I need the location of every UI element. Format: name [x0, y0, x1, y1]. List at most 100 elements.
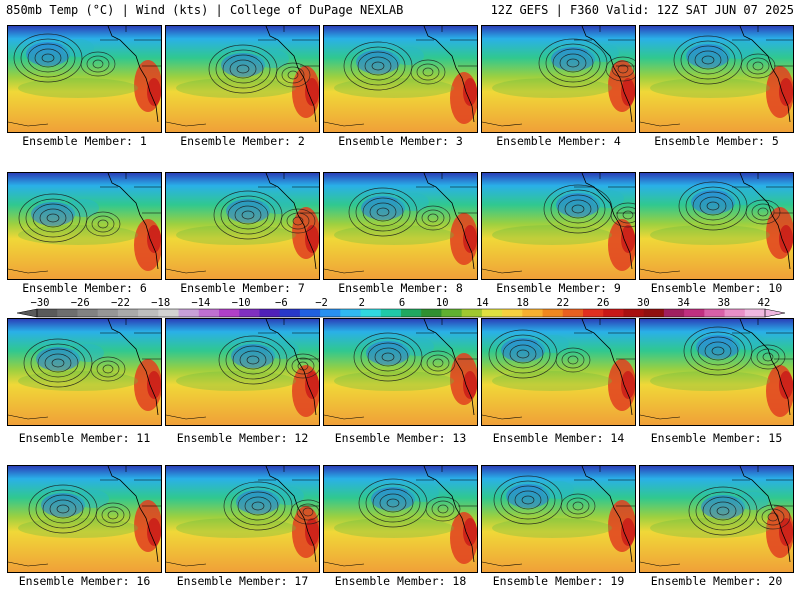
colorbar-swatch	[279, 309, 301, 317]
ensemble-member-label: Ensemble Member: 14	[492, 431, 625, 445]
ensemble-member-label: Ensemble Member: 9	[496, 281, 621, 295]
ensemble-member-label: Ensemble Member: 3	[338, 134, 463, 148]
colorbar-swatch	[401, 309, 422, 317]
colorbar-swatch	[239, 309, 260, 317]
colorbar-tick-label: 18	[516, 297, 529, 309]
ensemble-map-5	[639, 25, 794, 133]
colorbar-swatch	[299, 309, 321, 317]
ensemble-map-6	[7, 172, 162, 280]
ensemble-member-label: Ensemble Member: 13	[334, 431, 467, 445]
temperature-colorbar	[16, 308, 786, 318]
colorbar-tick-label: −30	[30, 297, 50, 309]
colorbar-swatch	[684, 309, 705, 317]
colorbar-swatch	[744, 309, 766, 317]
ensemble-map-13	[323, 318, 478, 426]
colorbar-swatch	[421, 309, 442, 317]
colorbar-swatch	[340, 309, 361, 317]
colorbar-tick-label: −26	[70, 297, 90, 309]
ensemble-map-4	[481, 25, 636, 133]
colorbar-tick-label: −14	[191, 297, 211, 309]
colorbar-swatch	[219, 309, 240, 317]
ensemble-map-2	[165, 25, 320, 133]
ensemble-map-8	[323, 172, 478, 280]
colorbar-tick-label: 22	[556, 297, 570, 309]
colorbar-swatch	[704, 309, 725, 317]
ensemble-map-15	[639, 318, 794, 426]
colorbar-swatch	[158, 309, 179, 317]
colorbar-swatch	[502, 309, 523, 317]
ensemble-member-label: Ensemble Member: 17	[176, 574, 309, 588]
ensemble-map-1	[7, 25, 162, 133]
colorbar-swatch	[259, 309, 281, 317]
colorbar-tick-label: −22	[110, 297, 130, 309]
colorbar-tick-label: 10	[435, 297, 449, 309]
colorbar-tick-label: 38	[717, 297, 731, 309]
colorbar-swatch	[178, 309, 200, 317]
ensemble-member-label: Ensemble Member: 15	[650, 431, 783, 445]
colorbar-swatch	[138, 309, 159, 317]
header-left-title: 850mb Temp (°C) | Wind (kts) | College o…	[6, 3, 404, 17]
colorbar-swatch	[663, 309, 685, 317]
ensemble-member-label: Ensemble Member: 16	[18, 574, 151, 588]
colorbar-swatch	[57, 309, 78, 317]
ensemble-map-18	[323, 465, 478, 573]
colorbar-tick-label: 26	[596, 297, 610, 309]
ensemble-map-12	[165, 318, 320, 426]
colorbar-swatch	[77, 309, 99, 317]
colorbar-swatch	[320, 309, 341, 317]
ensemble-map-20	[639, 465, 794, 573]
ensemble-member-label: Ensemble Member: 4	[496, 134, 621, 148]
colorbar-swatch	[643, 309, 665, 317]
ensemble-member-label: Ensemble Member: 1	[22, 134, 147, 148]
colorbar-left-arrow	[16, 308, 38, 318]
ensemble-map-7	[165, 172, 320, 280]
ensemble-map-3	[323, 25, 478, 133]
ensemble-member-label: Ensemble Member: 8	[338, 281, 463, 295]
header-right-title: 12Z GEFS | F360 Valid: 12Z SAT JUN 07 20…	[490, 3, 794, 17]
colorbar-tick-label: −18	[151, 297, 171, 309]
colorbar-swatch	[198, 309, 220, 317]
ensemble-member-label: Ensemble Member: 7	[180, 281, 305, 295]
colorbar-tick-label: 30	[637, 297, 650, 309]
colorbar-tick-label: −10	[231, 297, 251, 309]
ensemble-member-label: Ensemble Member: 6	[22, 281, 147, 295]
colorbar-tick-label: 2	[358, 297, 365, 309]
colorbar-swatch	[623, 309, 645, 317]
ensemble-member-label: Ensemble Member: 2	[180, 134, 305, 148]
ensemble-map-11	[7, 318, 162, 426]
colorbar-swatch	[583, 309, 604, 317]
colorbar-tick-label: 14	[476, 297, 489, 309]
colorbar-right-arrow	[764, 308, 786, 318]
colorbar-swatch	[603, 309, 624, 317]
colorbar-swatch	[522, 309, 543, 317]
ensemble-member-label: Ensemble Member: 20	[650, 574, 783, 588]
colorbar-swatch	[360, 309, 382, 317]
ensemble-member-label: Ensemble Member: 18	[334, 574, 467, 588]
colorbar-swatch	[481, 309, 503, 317]
colorbar-swatch	[461, 309, 483, 317]
ensemble-map-10	[639, 172, 794, 280]
ensemble-map-19	[481, 465, 636, 573]
colorbar-swatch	[37, 309, 58, 317]
colorbar-tick-label: 34	[677, 297, 690, 309]
ensemble-member-label: Ensemble Member: 11	[18, 431, 151, 445]
colorbar-tick-label: −6	[275, 297, 288, 309]
ensemble-map-14	[481, 318, 636, 426]
ensemble-map-16	[7, 465, 162, 573]
colorbar-swatch	[441, 309, 463, 317]
colorbar-tick-label: 42	[757, 297, 771, 309]
colorbar-swatch	[562, 309, 584, 317]
colorbar-swatch	[117, 309, 139, 317]
ensemble-member-label: Ensemble Member: 19	[492, 574, 625, 588]
ensemble-map-9	[481, 172, 636, 280]
colorbar-swatch	[542, 309, 564, 317]
colorbar-swatch	[380, 309, 402, 317]
ensemble-member-label: Ensemble Member: 5	[654, 134, 779, 148]
colorbar-swatch	[724, 309, 746, 317]
ensemble-map-17	[165, 465, 320, 573]
ensemble-member-label: Ensemble Member: 10	[650, 281, 783, 295]
colorbar-swatch	[97, 309, 119, 317]
colorbar-tick-label: 6	[398, 297, 406, 309]
ensemble-member-label: Ensemble Member: 12	[176, 431, 309, 445]
colorbar-tick-label: −2	[315, 297, 328, 309]
